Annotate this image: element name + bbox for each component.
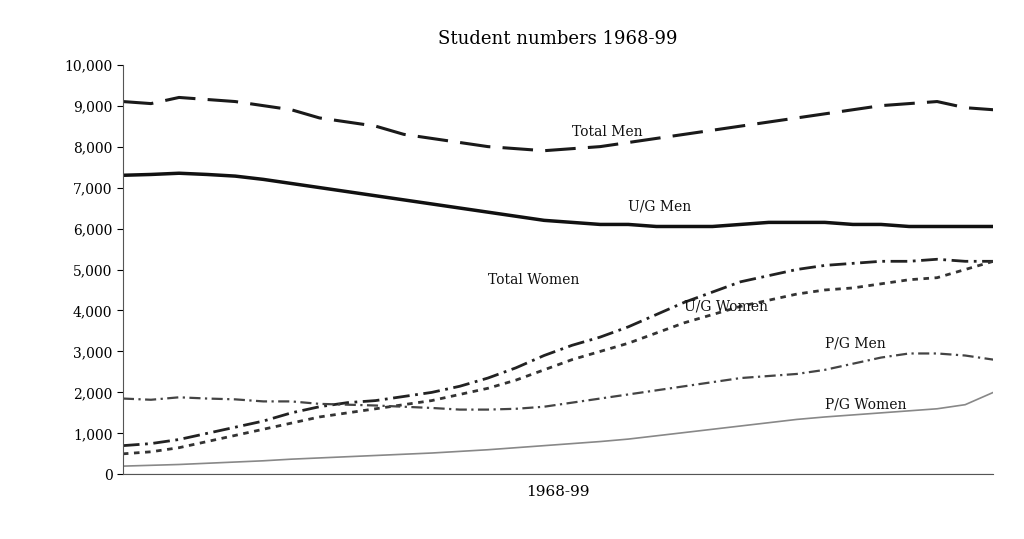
- Text: U/G Women: U/G Women: [684, 300, 768, 314]
- Text: P/G Women: P/G Women: [824, 398, 906, 412]
- Title: Student numbers 1968-99: Student numbers 1968-99: [438, 30, 678, 48]
- Text: Total Women: Total Women: [487, 273, 580, 287]
- Text: Total Men: Total Men: [572, 126, 643, 140]
- Text: U/G Men: U/G Men: [629, 199, 691, 213]
- Text: P/G Men: P/G Men: [824, 336, 886, 350]
- X-axis label: 1968-99: 1968-99: [526, 486, 590, 500]
